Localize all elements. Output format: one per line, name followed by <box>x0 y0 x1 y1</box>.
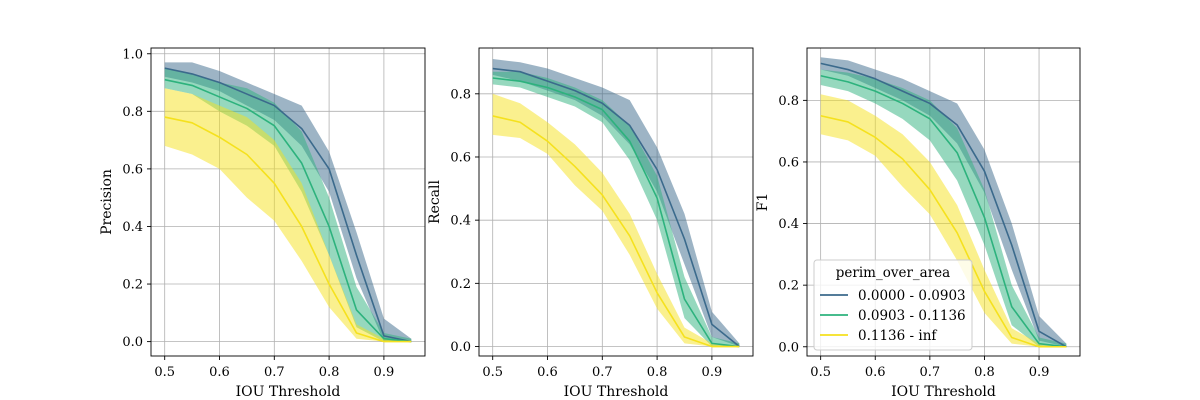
y-axis-label: Precision <box>99 169 115 235</box>
y-tick-label: 0.8 <box>450 87 471 102</box>
y-tick-label: 0.6 <box>778 155 799 170</box>
x-tick-label: 0.8 <box>319 365 340 380</box>
series-line-1 <box>820 62 1067 348</box>
y-tick-label: 0.0 <box>778 340 799 355</box>
series-line-3 <box>164 116 412 343</box>
y-tick-label: 0.8 <box>778 94 799 109</box>
y-tick-label: 0.4 <box>450 214 471 229</box>
legend-entry-1: 0.0000 - 0.0903 <box>858 288 966 304</box>
confidence-band-series-3 <box>164 88 412 342</box>
y-tick-label: 0.8 <box>122 105 143 120</box>
y-axis-label: Recall <box>427 179 443 223</box>
x-tick-label: 0.5 <box>482 365 503 380</box>
x-tick-label: 0.8 <box>974 365 995 380</box>
y-tick-label: 0.0 <box>122 335 143 350</box>
y-tick-label: 0.4 <box>122 220 143 235</box>
confidence-band-series-3 <box>820 94 1067 347</box>
x-tick-label: 0.9 <box>1029 365 1050 380</box>
series-line-1 <box>492 67 740 348</box>
x-tick-label: 0.7 <box>592 365 613 380</box>
x-tick-label: 0.7 <box>920 365 941 380</box>
y-tick-label: 1.0 <box>122 47 143 62</box>
x-tick-label: 0.9 <box>374 365 395 380</box>
series-line-2 <box>492 77 740 348</box>
plot-area <box>164 62 412 343</box>
axes-frame <box>806 47 1081 357</box>
y-tick-label: 0.0 <box>450 340 471 355</box>
x-tick-label: 0.8 <box>647 365 668 380</box>
y-tick-label: 0.2 <box>778 279 799 294</box>
panel-precision: 0.5 0.6 0.7 0.8 0.9 0.0 0.2 0.4 0.6 0.8 1.0 IOU Thr… <box>99 47 426 400</box>
axes-frame <box>150 47 426 357</box>
legend-entry-3: 0.1136 - inf <box>858 328 937 344</box>
series-line-1 <box>164 67 412 343</box>
confidence-band-series-2 <box>492 71 740 347</box>
axes-frame <box>478 47 754 357</box>
x-tick-label: 0.6 <box>209 365 230 380</box>
series-line-2 <box>164 78 412 343</box>
legend-box <box>813 259 973 351</box>
x-axis-label: IOU Threshold <box>236 384 341 400</box>
confidence-band-series-2 <box>820 69 1067 347</box>
plot-area <box>820 57 1067 348</box>
y-tick-label: 0.6 <box>450 150 471 165</box>
confidence-band-series-3 <box>492 93 740 347</box>
x-tick-label: 0.6 <box>865 365 886 380</box>
y-tick-label: 0.4 <box>778 217 799 232</box>
y-axis-label: F1 <box>755 193 771 212</box>
series-line-3 <box>492 115 740 348</box>
x-tick-label: 0.5 <box>810 365 831 380</box>
x-tick-label: 0.5 <box>154 365 175 380</box>
confidence-band-series-2 <box>164 68 412 342</box>
y-tick-label: 0.2 <box>122 278 143 293</box>
x-axis-label: IOU Threshold <box>564 384 669 400</box>
y-tick-label: 0.6 <box>122 162 143 177</box>
y-tick-label: 0.2 <box>450 277 471 292</box>
series-line-2 <box>820 74 1067 348</box>
x-tick-label: 0.9 <box>702 365 723 380</box>
series-line-3 <box>820 114 1067 348</box>
x-axis-label: IOU Threshold <box>891 384 996 400</box>
plot-area <box>492 59 740 348</box>
legend-title: perim_over_area <box>836 265 950 281</box>
legend: perim_over_area 0.0000 - 0.0903 0.0903 - 0… <box>813 259 973 351</box>
legend-entry-2: 0.0903 - 0.1136 <box>858 308 966 324</box>
x-tick-label: 0.6 <box>537 365 558 380</box>
panel-recall: 0.5 0.6 0.7 0.8 0.9 0.0 0.2 0.4 0.6 0.8 IOU Thresh… <box>427 47 754 400</box>
x-tick-label: 0.7 <box>264 365 285 380</box>
